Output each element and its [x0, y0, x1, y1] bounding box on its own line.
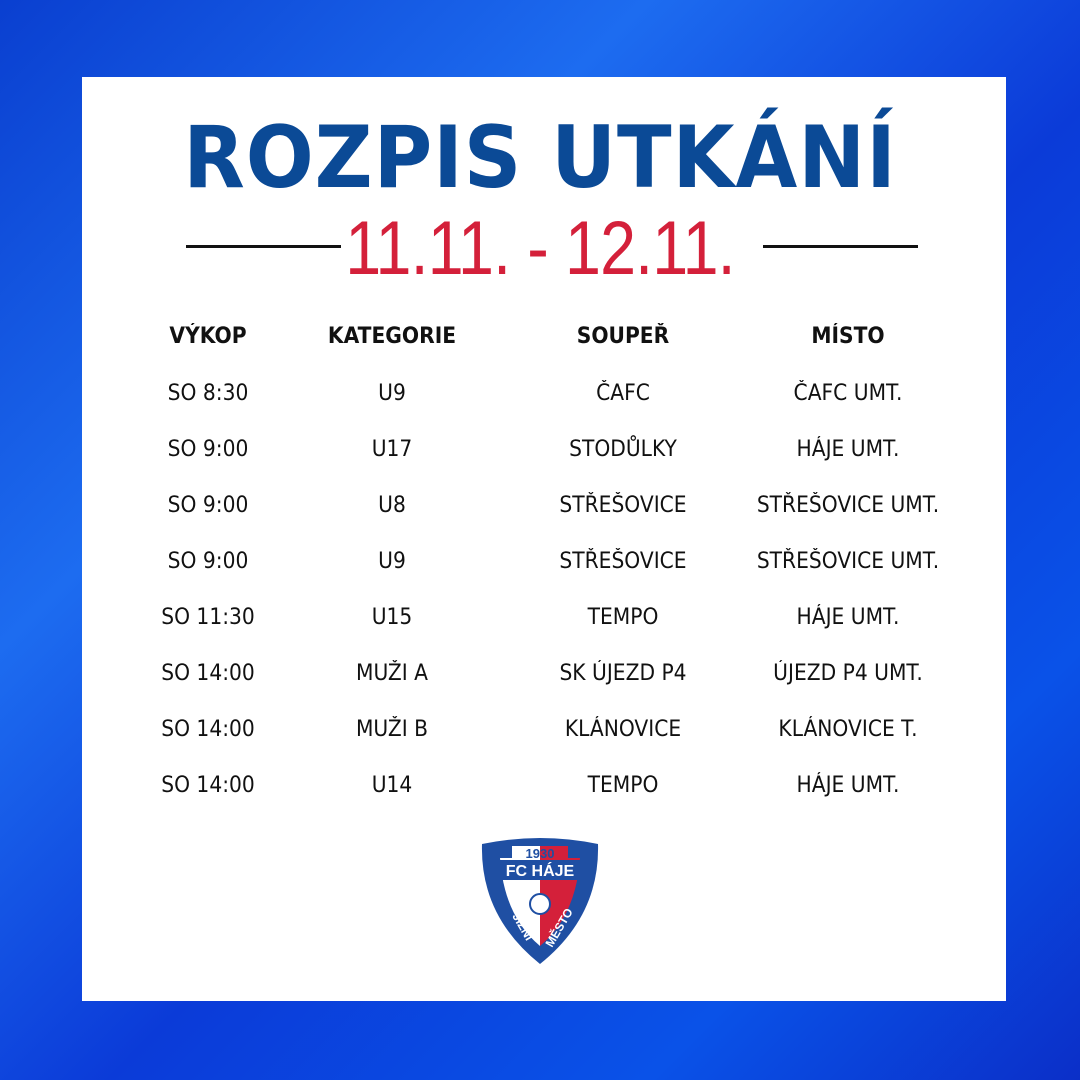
- column-header-kickoff: VÝKOP: [169, 324, 247, 349]
- cell-category: U14: [371, 773, 413, 798]
- cell-opponent: STŘEŠOVICE: [559, 549, 687, 574]
- cell-kickoff: SO 14:00: [161, 773, 255, 798]
- cell-kickoff: SO 9:00: [167, 437, 249, 462]
- cell-venue: KLÁNOVICE T.: [778, 717, 918, 742]
- cell-category: MUŽI A: [355, 661, 429, 686]
- cell-venue: STŘEŠOVICE UMT.: [756, 493, 940, 518]
- cell-category: U15: [371, 605, 413, 630]
- cell-category: U9: [378, 549, 406, 574]
- date-range: 11.11. - 12.11.: [345, 206, 735, 291]
- cell-category: MUŽI B: [355, 717, 429, 742]
- cell-opponent: STŘEŠOVICE: [559, 493, 687, 518]
- cell-opponent: TEMPO: [587, 605, 659, 630]
- divider-right: [763, 245, 918, 248]
- cell-opponent: SK ÚJEZD P4: [559, 661, 687, 686]
- cell-opponent: TEMPO: [587, 773, 659, 798]
- svg-text:FC HÁJE: FC HÁJE: [506, 861, 575, 880]
- column-header-category: KATEGORIE: [327, 324, 457, 349]
- cell-venue: ČAFC UMT.: [793, 381, 903, 406]
- cell-opponent: STODŮLKY: [569, 437, 677, 462]
- cell-opponent: ČAFC: [596, 381, 650, 406]
- cell-venue: HÁJE UMT.: [796, 605, 900, 630]
- cell-kickoff: SO 14:00: [161, 717, 255, 742]
- divider-left: [186, 245, 341, 248]
- cell-venue: ÚJEZD P4 UMT.: [773, 661, 923, 686]
- cell-venue: HÁJE UMT.: [796, 437, 900, 462]
- club-logo: 1930 FC HÁJE JIŽNÍ MĚSTO: [481, 838, 599, 964]
- cell-category: U17: [371, 437, 413, 462]
- svg-text:1930: 1930: [526, 846, 555, 861]
- cell-kickoff: SO 9:00: [167, 493, 249, 518]
- cell-category: U8: [378, 493, 406, 518]
- cell-kickoff: SO 11:30: [161, 605, 255, 630]
- cell-kickoff: SO 8:30: [167, 381, 249, 406]
- cell-kickoff: SO 14:00: [161, 661, 255, 686]
- cell-opponent: KLÁNOVICE: [564, 717, 682, 742]
- cell-venue: STŘEŠOVICE UMT.: [756, 549, 940, 574]
- column-header-opponent: SOUPEŘ: [576, 324, 670, 349]
- cell-category: U9: [378, 381, 406, 406]
- cell-venue: HÁJE UMT.: [796, 773, 900, 798]
- cell-kickoff: SO 9:00: [167, 549, 249, 574]
- column-header-venue: MÍSTO: [811, 324, 885, 349]
- page-title: ROZPIS UTKÁNÍ: [183, 108, 897, 208]
